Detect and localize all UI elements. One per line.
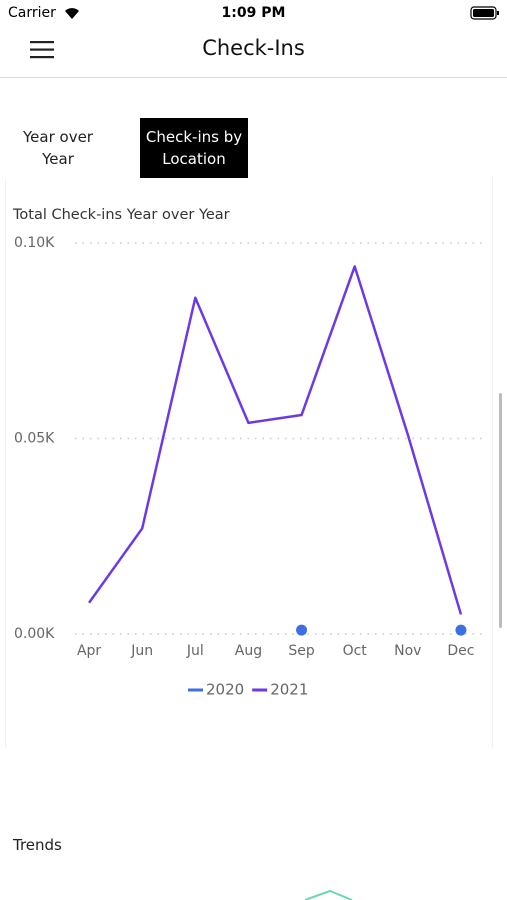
section-title: Trends [13,836,62,854]
data-point [296,624,308,636]
page-title: Check-Ins [202,36,305,60]
trend-preview [304,889,353,900]
x-tick-label: Aug [235,643,262,659]
legend-label: 2020 [206,681,244,699]
carrier: Carrier [8,5,56,21]
x-tick-label: Jun [130,643,153,659]
clock: 1:09 PM [221,5,286,21]
x-tick-label: Apr [77,643,101,659]
x-tick-label: Dec [447,643,474,659]
tab[interactable]: Year over Year [4,118,112,178]
battery-icon [470,6,499,20]
wifi-icon [65,8,79,19]
y-tick-label: 0.10K [14,235,55,251]
data-point [455,624,467,636]
menu-button[interactable] [30,40,55,60]
legend-label: 2021 [270,681,308,699]
y-tick-label: 0.05K [14,431,55,447]
tab-selected[interactable]: Check-ins by Location [140,118,248,178]
y-tick-label: 0.00K [14,626,55,642]
scrollbar [499,393,502,628]
x-tick-label: Jul [186,643,204,659]
chart-card [5,178,493,748]
divider [0,77,507,78]
line-series [88,265,463,615]
x-tick-label: Nov [394,643,421,659]
x-tick-label: Sep [288,643,315,659]
chart-title: Total Check-ins Year over Year [12,207,230,223]
x-tick-label: Oct [343,643,368,659]
